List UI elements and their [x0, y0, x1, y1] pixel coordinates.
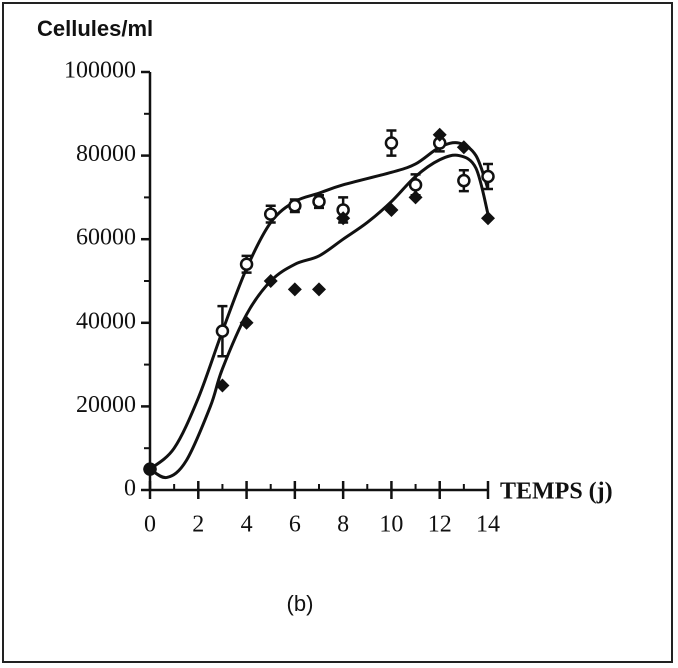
- open-circle: [263, 207, 278, 221]
- x-tick-label: 0: [144, 512, 156, 538]
- y-tick-label: 80000: [76, 141, 136, 167]
- x-tick-label: 2: [192, 512, 204, 538]
- open-circle: [408, 178, 423, 192]
- open-circle: [288, 199, 302, 213]
- diamond: [456, 140, 471, 155]
- open-circle: [481, 169, 495, 184]
- diamond: [481, 211, 495, 226]
- x-tick-label: 8: [337, 512, 349, 538]
- frame: [2, 2, 673, 663]
- x-tick-label: 10: [379, 512, 403, 538]
- y-tick-label: 0: [124, 476, 136, 502]
- diamond: [336, 211, 351, 226]
- x-axis-label: TEMPS (j): [500, 479, 613, 505]
- y-tick-label: 60000: [76, 225, 136, 251]
- x-tick-label: 4: [241, 512, 253, 538]
- caption: (b): [287, 591, 314, 616]
- open-circle: [215, 324, 230, 338]
- open-circle: [457, 173, 471, 188]
- diamond: [287, 282, 302, 297]
- diamond: [312, 282, 326, 297]
- x-tick-label: 6: [289, 512, 301, 538]
- open-circle: [239, 257, 254, 272]
- open-circle: [312, 194, 326, 209]
- diamond: [239, 315, 254, 330]
- open-circle: [384, 136, 399, 150]
- diamond: [215, 378, 230, 393]
- diamond: [263, 274, 278, 288]
- diamond: [432, 127, 447, 142]
- fit-curve: [149, 141, 490, 471]
- y-tick-label: 100000: [64, 58, 136, 84]
- y-axis-label: Cellules/ml: [37, 16, 153, 41]
- x-tick-label: 14: [476, 512, 500, 538]
- diamond: [384, 202, 399, 217]
- diamond: [143, 462, 157, 477]
- y-tick-label: 20000: [76, 392, 136, 418]
- diamond: [408, 190, 423, 205]
- fit-curve: [149, 153, 490, 480]
- y-tick-label: 40000: [76, 308, 136, 334]
- x-tick-label: 12: [428, 512, 452, 538]
